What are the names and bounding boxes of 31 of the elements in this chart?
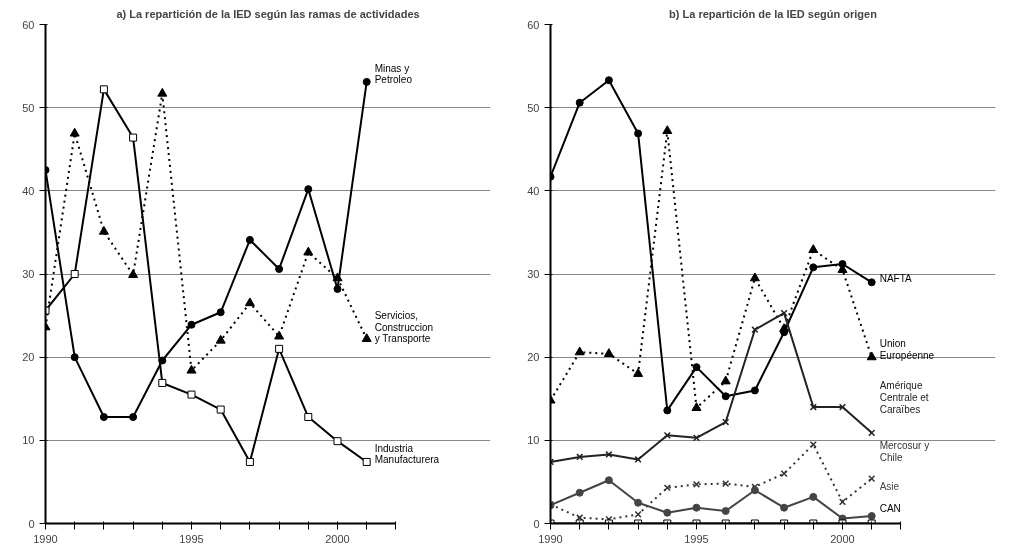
- y-tick-label: 0: [533, 517, 540, 530]
- text: Asie: [879, 481, 900, 493]
- y-tick-label: 20: [22, 351, 35, 364]
- series-label: CAN: [879, 502, 901, 514]
- y-tick-label: 0: [28, 517, 35, 530]
- y-tick-label: 40: [527, 184, 540, 197]
- series-label: Mercosur y Chile: [879, 440, 930, 463]
- x-tick-label: 2000: [830, 532, 855, 545]
- x-tick-label: 1990: [33, 532, 58, 545]
- y-tick-label: 10: [527, 434, 540, 447]
- x-tick-label: 1995: [179, 532, 204, 545]
- y-tick-label: 20: [527, 351, 540, 364]
- y-tick-label: 50: [22, 101, 35, 114]
- series-label: Industria Manufacturera: [374, 442, 440, 466]
- series-label: Union Européenne: [879, 338, 935, 361]
- series-label: Servicios, Construccion y Transporte: [374, 310, 434, 345]
- y-tick-label: 10: [22, 434, 35, 447]
- y-tick-label: 40: [22, 184, 35, 197]
- y-tick-label: 60: [527, 18, 540, 31]
- series-label: Minas y Petroleo: [374, 62, 413, 86]
- chart-title: a) La repartición de la IED según las ramas de actividades: [116, 7, 420, 20]
- x-tick-label: 1990: [538, 532, 563, 545]
- series-label: Amérique Centrale et Caraïbes: [879, 380, 929, 415]
- series-label: NAFTA: [879, 272, 913, 284]
- y-tick-label: 60: [22, 18, 35, 31]
- chart-title: b) La repartición de la IED según origen: [669, 7, 878, 20]
- y-tick-label: 30: [22, 268, 35, 280]
- x-tick-label: 1995: [684, 532, 709, 545]
- y-tick-label: 50: [527, 101, 540, 114]
- y-tick-label: 30: [527, 268, 540, 280]
- x-tick-label: 2000: [325, 532, 350, 545]
